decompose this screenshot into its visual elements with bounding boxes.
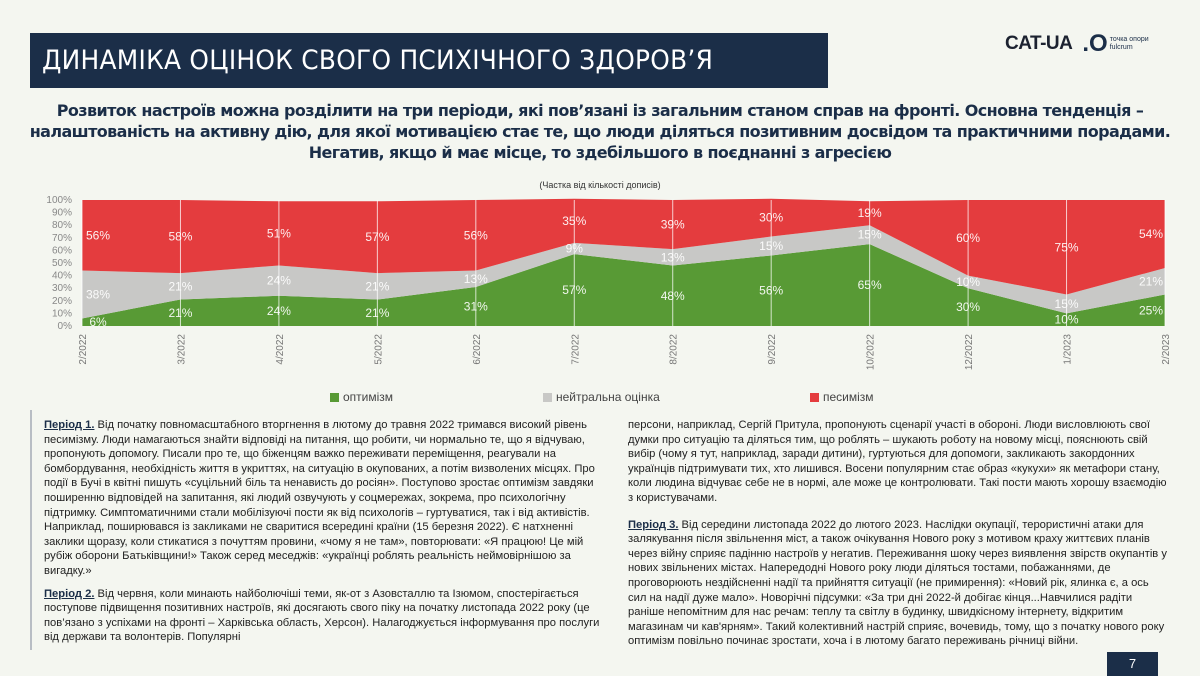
legend-swatch [810,392,819,402]
x-tick-label: 12/2022 [964,334,975,371]
period-1-text: Період 1. Від початку повномасштабного в… [44,419,595,577]
y-tick-label: 50% [52,258,72,269]
area-series-1 [82,225,1165,319]
data-label: 57% [562,283,586,297]
data-label: 24% [267,304,291,318]
data-label: 6% [89,315,107,329]
data-label: 56% [759,284,783,298]
x-tick-label: 6/2022 [472,334,483,365]
data-label: 56% [86,228,110,242]
data-label: 21% [168,306,192,320]
data-label: 60% [956,231,980,245]
chart-unit-note: (Частка від кількості дописів) [539,180,661,190]
x-tick-label: 2/2022 [78,334,89,365]
data-label: 13% [464,272,488,286]
data-label: 9% [566,242,584,256]
area-series-2 [82,198,1165,295]
data-label: 75% [1055,240,1079,254]
slide-subtitle: Розвиток настроїв можна розділити на три… [29,101,1171,162]
data-label: 15% [759,239,783,253]
x-tick-label: 8/2022 [669,334,680,365]
data-label: 38% [86,288,110,302]
data-label: 65% [858,278,882,292]
y-tick-label: 60% [52,245,72,256]
cat-ua-logo: CAT-UA [1005,33,1073,54]
text-column-right: персони, наприклад, Сергій Притула, проп… [628,418,1168,657]
period-3-text: Період 3. Від середини листопада 2022 до… [628,518,1167,648]
data-label: 30% [759,211,783,225]
period-2-continued: персони, наприклад, Сергій Притула, проп… [628,419,1167,504]
data-label: 51% [267,226,291,240]
title-bar: ДИНАМІКА ОЦІНОК СВОГО ПСИХІЧНОГО ЗДОРОВ’… [30,33,828,88]
x-tick-label: 7/2022 [570,334,581,365]
data-label: 15% [1055,297,1079,311]
y-tick-label: 80% [52,220,72,231]
data-label: 48% [661,289,685,303]
data-label: 21% [365,306,389,320]
x-tick-label: 2/2023 [1161,334,1172,365]
data-label: 21% [168,279,192,293]
data-label: 19% [858,206,882,220]
x-tick-label: 9/2022 [767,334,778,365]
data-label: 25% [1139,303,1163,317]
data-label: 56% [464,228,488,242]
page-title: ДИНАМІКА ОЦІНОК СВОГО ПСИХІЧНОГО ЗДОРОВ’… [42,45,714,76]
data-label: 21% [1139,274,1163,288]
data-label: 13% [661,250,685,264]
data-label: 24% [267,274,291,288]
data-label: 21% [365,279,389,293]
y-tick-label: 100% [46,195,72,206]
data-label: 54% [1139,227,1163,241]
data-label: 10% [1055,313,1079,327]
x-tick-label: 10/2022 [866,334,877,371]
y-tick-label: 70% [52,233,72,244]
y-tick-label: 20% [52,296,72,307]
data-label: 57% [365,230,389,244]
x-tick-label: 5/2022 [373,334,384,365]
x-tick-label: 4/2022 [275,334,286,365]
y-tick-label: 30% [52,283,72,294]
data-label: 31% [464,299,488,313]
area-series-0 [82,244,1165,326]
y-tick-label: 90% [52,208,72,219]
stacked-area-chart: 2/2022 3/2022 4/2022 5/2022 6/2022 7/2022 8/20… [46,195,1172,371]
y-tick-label: 40% [52,271,72,282]
legend-item-pessimism: песимізм [810,390,874,404]
legend-swatch [543,392,552,402]
x-tick-label: 1/2023 [1063,334,1074,365]
data-label: 10% [956,275,980,289]
page-number: 7 [1107,652,1158,676]
fulcrum-logo: .O точка опори fulcrum [1082,30,1149,57]
legend-item-optimism: оптимізм [330,390,393,404]
legend-item-neutral: нейтральна оцінка [543,390,660,404]
y-tick-label: 0% [58,321,73,332]
logos: CAT-UA .O точка опори fulcrum [1005,30,1149,58]
data-label: 39% [661,218,685,232]
data-label: 15% [858,228,882,242]
text-column-left: Період 1. Від початку повномасштабного в… [44,418,614,653]
y-tick-label: 10% [52,308,72,319]
data-label: 30% [956,300,980,314]
period-2-text: Період 2. Від червня, коли минають найбо… [44,587,600,644]
legend-swatch [330,392,339,402]
data-label: 35% [562,214,586,228]
data-label: 58% [168,230,192,244]
x-tick-label: 3/2022 [176,334,187,365]
divider [30,410,32,650]
